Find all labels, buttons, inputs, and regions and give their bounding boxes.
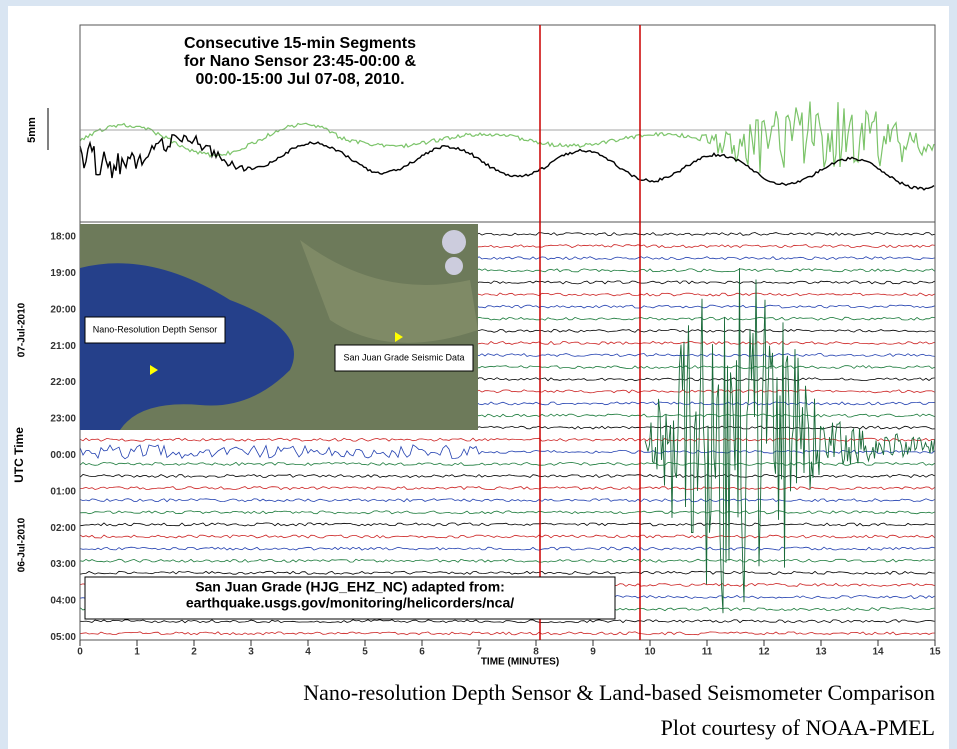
x-tick-label: 2 xyxy=(191,647,197,658)
x-tick-label: 5 xyxy=(362,647,368,658)
source-line: earthquake.usgs.gov/monitoring/helicorde… xyxy=(186,595,514,611)
map-label: San Juan Grade Seismic Data xyxy=(343,352,464,362)
time-tick-label: 22:00 xyxy=(50,377,76,388)
map-inset: Nano-Resolution Depth Sensor San Juan Gr… xyxy=(80,224,478,430)
x-tick-label: 14 xyxy=(872,647,884,658)
time-tick-label: 19:00 xyxy=(50,268,76,279)
x-tick-label: 6 xyxy=(419,647,425,658)
source-box: San Juan Grade (HJG_EHZ_NC) adapted from… xyxy=(85,577,615,619)
title-line: 00:00-15:00 Jul 07-08, 2010. xyxy=(195,71,404,88)
map-control xyxy=(445,257,463,275)
x-tick-label: 11 xyxy=(702,647,713,658)
x-tick-label: 13 xyxy=(815,647,827,658)
figure: Nano-Resolution Depth Sensor San Juan Gr… xyxy=(0,0,957,749)
title-line: for Nano Sensor 23:45-00:00 & xyxy=(184,53,417,70)
source-line: San Juan Grade (HJG_EHZ_NC) adapted from… xyxy=(195,579,505,595)
caption: Plot courtesy of NOAA-PMEL xyxy=(661,715,935,740)
time-tick-label: 03:00 xyxy=(50,559,76,570)
x-tick-label: 0 xyxy=(77,647,83,658)
x-tick-label: 4 xyxy=(305,647,311,658)
caption: Nano-resolution Depth Sensor & Land-base… xyxy=(303,680,935,705)
y-axis-label: UTC Time xyxy=(12,427,26,483)
time-tick-label: 00:00 xyxy=(50,450,76,461)
x-axis-label: TIME (MINUTES) xyxy=(481,657,559,668)
time-tick-label: 21:00 xyxy=(50,341,76,352)
x-tick-label: 9 xyxy=(590,647,596,658)
time-tick-label: 18:00 xyxy=(50,232,76,243)
title-line: Consecutive 15-min Segments xyxy=(184,35,416,52)
x-tick-label: 15 xyxy=(929,647,941,658)
map-label: Nano-Resolution Depth Sensor xyxy=(93,324,218,334)
time-tick-label: 01:00 xyxy=(50,486,76,497)
time-tick-label: 04:00 xyxy=(50,596,76,607)
map-control xyxy=(442,230,466,254)
x-tick-label: 10 xyxy=(644,647,656,658)
date-label: 06-Jul-2010 xyxy=(17,517,28,572)
date-label: 07-Jul-2010 xyxy=(17,302,28,357)
time-tick-label: 23:00 xyxy=(50,414,76,425)
time-tick-label: 20:00 xyxy=(50,304,76,315)
x-tick-label: 8 xyxy=(533,647,539,658)
x-tick-label: 1 xyxy=(134,647,140,658)
time-tick-label: 02:00 xyxy=(50,523,76,534)
x-tick-label: 7 xyxy=(476,647,482,658)
x-tick-label: 12 xyxy=(758,647,770,658)
time-tick-label: 05:00 xyxy=(50,632,76,643)
x-tick-label: 3 xyxy=(248,647,254,658)
scale-label: 5mm xyxy=(26,117,38,143)
